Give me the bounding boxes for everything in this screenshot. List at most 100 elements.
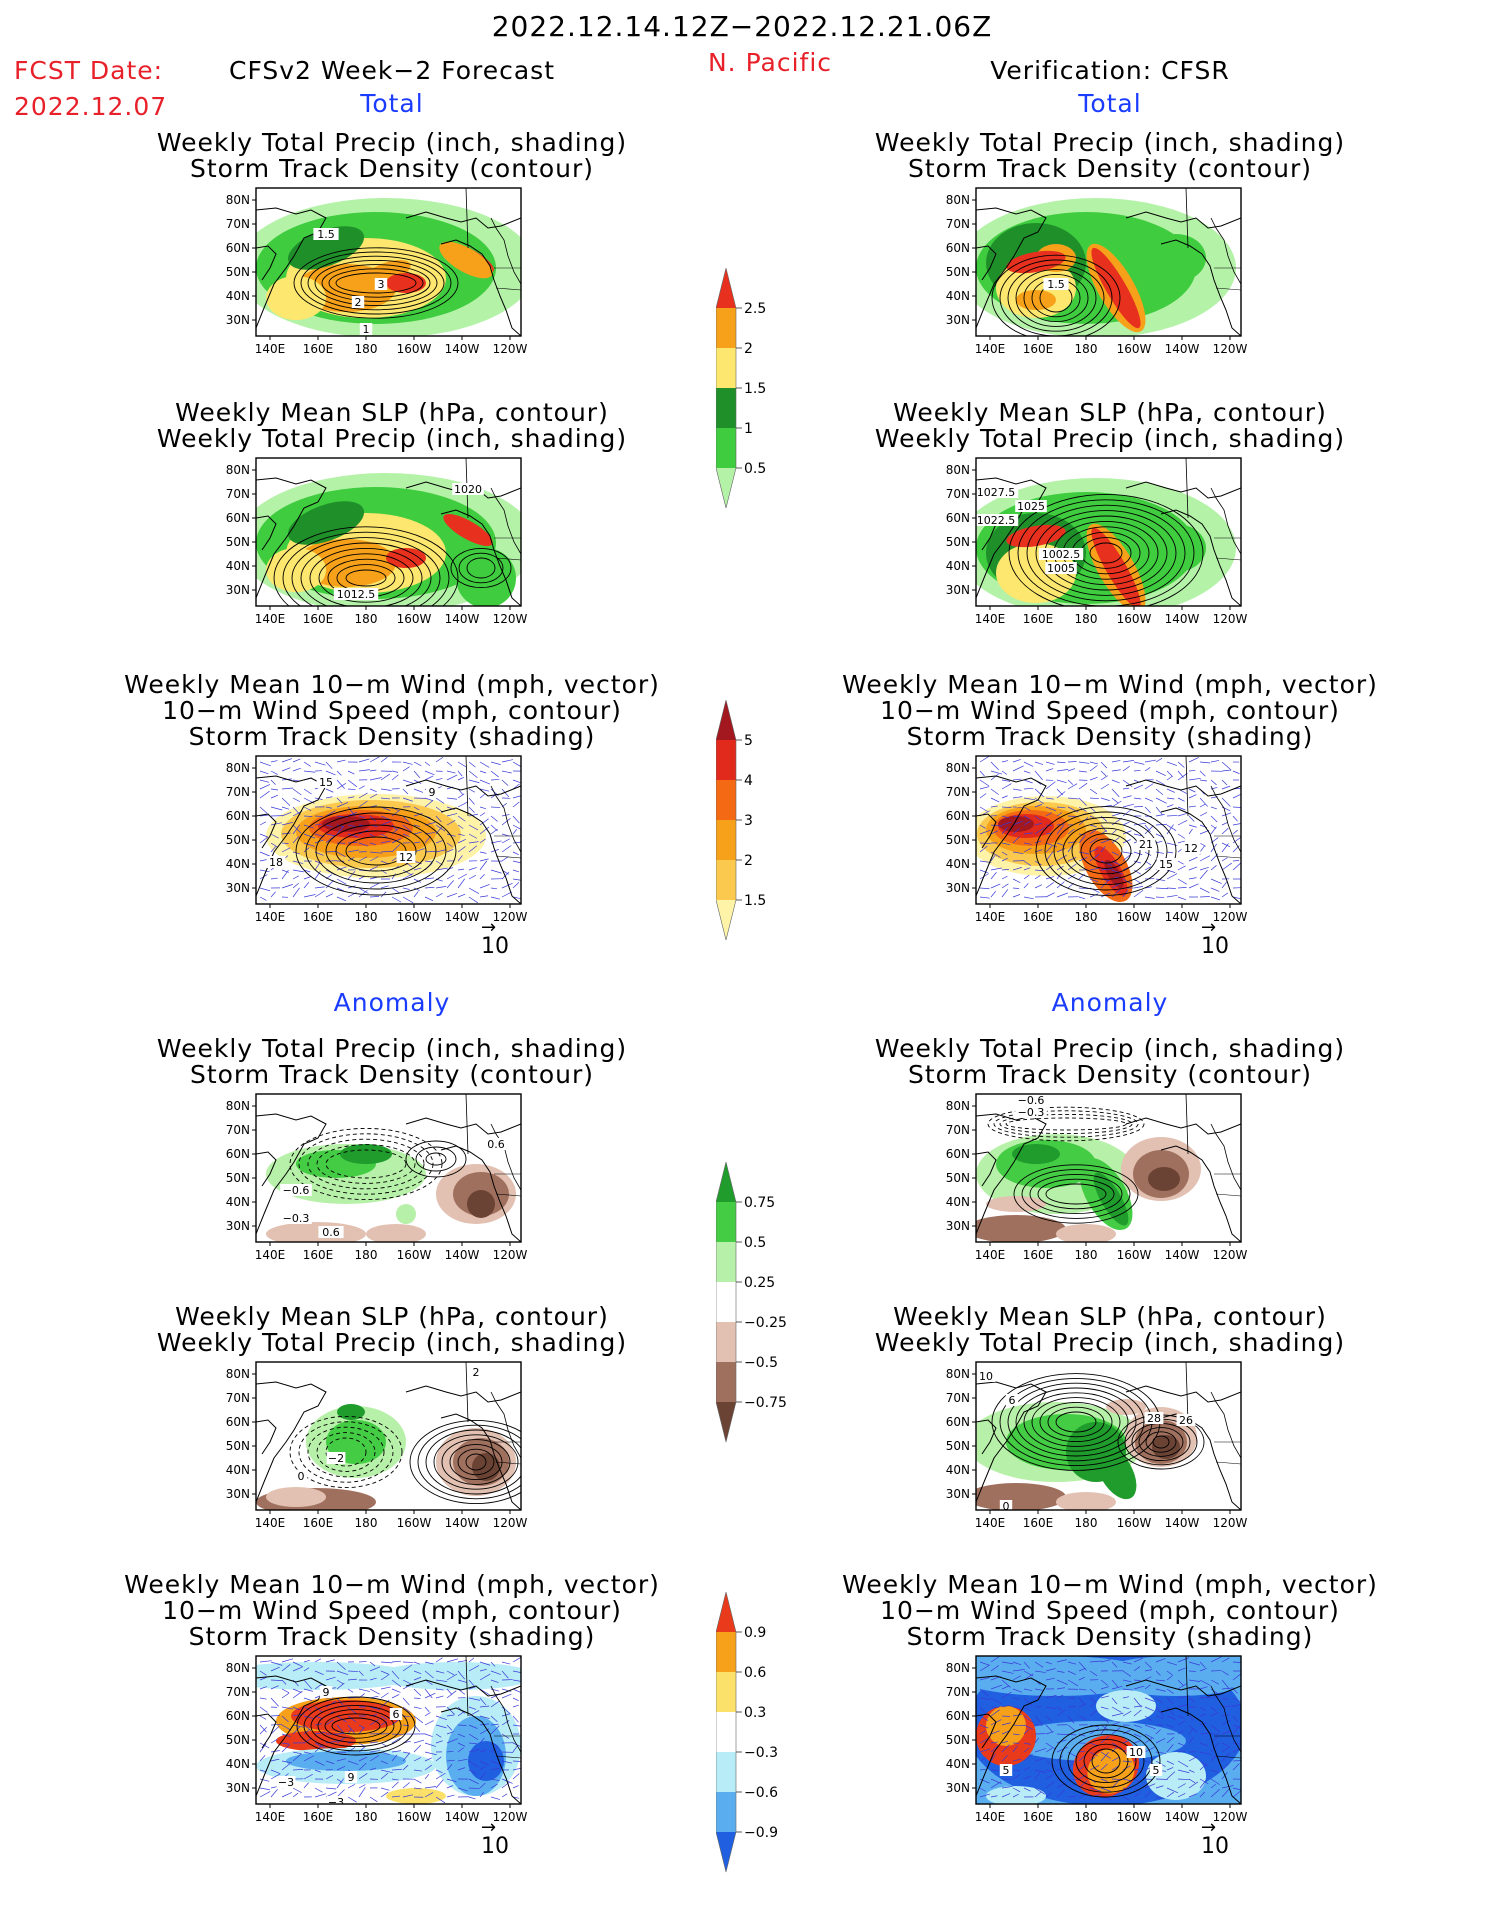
lon-tick-label: 160W (397, 612, 432, 626)
lon-tick-label: 160W (1117, 1516, 1152, 1530)
lon-tick-label: 160W (1117, 910, 1152, 924)
lon-tick-label: 160E (1023, 1516, 1054, 1530)
lat-tick-label: 70N (946, 217, 970, 231)
contour-label: 2 (355, 296, 362, 309)
colorbar-label: 0.3 (744, 1705, 766, 1721)
verification-title: Verification: CFSR (990, 56, 1230, 85)
lon-tick-label: 140E (975, 1810, 1006, 1824)
lat-tick-label: 40N (226, 1195, 250, 1209)
lon-tick-label: 160W (397, 1516, 432, 1530)
vector-reference: → 10 (481, 1817, 509, 1860)
lon-tick-label: 180 (355, 1810, 378, 1824)
lon-tick-label: 120W (1213, 342, 1248, 356)
panel-title-line: Weekly Mean 10−m Wind (mph, vector) (842, 670, 1378, 699)
lat-tick-label: 50N (946, 1171, 970, 1185)
lon-tick-label: 160E (303, 342, 334, 356)
contour-label: 1012.5 (337, 588, 376, 601)
fcst-date-value: 2022.12.07 (14, 92, 168, 121)
contour-label: 10 (979, 1370, 993, 1383)
map-canvas: 21 12 15 80N 70N 60N 50N 40N 30N 140E 160E 180 160W 1… (946, 755, 1248, 924)
lat-tick-label: 60N (226, 511, 250, 525)
fcst-date-label: FCST Date: (14, 56, 164, 85)
colorbar-label: 0.25 (744, 1275, 775, 1291)
lon-tick-label: 180 (1075, 1810, 1098, 1824)
lat-tick-label: 30N (946, 881, 970, 895)
ver-anomaly-section: Anomaly (1051, 988, 1169, 1017)
panel-title-line: Weekly Total Precip (inch, shading) (156, 1328, 628, 1357)
vector-reference-label: 10 (1201, 934, 1229, 959)
colorbar-label: −0.3 (744, 1745, 778, 1761)
lon-tick-label: 140E (975, 1248, 1006, 1262)
region-title: N. Pacific (707, 48, 833, 77)
panel-title-line: Storm Track Density (contour) (189, 1060, 595, 1089)
lon-tick-label: 140W (445, 910, 480, 924)
lat-tick-label: 50N (226, 1171, 250, 1185)
contour-label: 18 (269, 856, 283, 869)
contour-label: 10 (1129, 1746, 1143, 1759)
lat-tick-label: 40N (226, 559, 250, 573)
lat-tick-label: 80N (946, 761, 970, 775)
map-canvas: 9 6 9 −3 −3 80N 70N 60N 50N 40N 30N 140E 160E 180 160W… (226, 1655, 528, 1824)
lon-tick-label: 120W (493, 612, 528, 626)
lat-tick-label: 70N (946, 1123, 970, 1137)
lat-tick-label: 50N (946, 1733, 970, 1747)
lon-tick-label: 140E (255, 910, 286, 924)
lon-tick-label: 140E (255, 1810, 286, 1824)
lat-tick-label: 30N (946, 313, 970, 327)
lon-tick-label: 120W (1213, 1248, 1248, 1262)
lon-tick-label: 140W (1165, 1516, 1200, 1530)
colorbar-swatches: 0.75 0.5 0.25 −0.25 −0.5 −0.75 (715, 1161, 787, 1443)
panel-title-line: 10−m Wind Speed (mph, contour) (880, 696, 1340, 725)
lat-tick-label: 80N (226, 1099, 250, 1113)
colorbar-label: 2 (744, 341, 753, 357)
vector-reference-label: 10 (1201, 1834, 1229, 1859)
lat-tick-label: 50N (226, 535, 250, 549)
lat-tick-label: 30N (226, 1781, 250, 1795)
lon-tick-label: 120W (493, 1810, 528, 1824)
contour-label: 1005 (1047, 562, 1075, 575)
lon-tick-label: 140W (1165, 1810, 1200, 1824)
lon-tick-label: 180 (355, 342, 378, 356)
lat-tick-label: 30N (226, 1219, 250, 1233)
map-canvas: −0.6−0.3 80N 70N 60N 50N 40N 30N 140E 160E 180 160… (946, 1093, 1248, 1262)
lon-tick-label: 140W (1165, 612, 1200, 626)
lat-tick-label: 70N (946, 785, 970, 799)
lat-tick-label: 60N (226, 241, 250, 255)
map-canvas: 2 −2 0 80N 70N 60N 50N 40N 30N 140E 160E 180 160W 140… (226, 1361, 528, 1530)
contour-label: −3 (278, 1776, 294, 1789)
contour-label: 5 (1003, 1764, 1010, 1777)
lat-tick-label: 80N (226, 193, 250, 207)
ver-total-section: Total (1078, 89, 1142, 118)
contour-label: 0.6 (487, 1138, 505, 1151)
panel-title-line: Storm Track Density (contour) (907, 154, 1313, 183)
map-canvas: 10 5 5 80N 70N 60N 50N 40N 30N 140E 160E 180 160W 140… (946, 1655, 1248, 1824)
lon-tick-label: 160E (303, 1248, 334, 1262)
contour-label: 1025 (1017, 500, 1045, 513)
lon-tick-label: 180 (1075, 342, 1098, 356)
colorbar-label: 3 (744, 813, 753, 829)
panel-title-line: Weekly Total Precip (inch, shading) (156, 1034, 628, 1063)
contour-label: 12 (1184, 842, 1198, 855)
contour-label: −0.3 (283, 1212, 310, 1225)
contour-label: 9 (429, 786, 436, 799)
lat-tick-label: 80N (946, 463, 970, 477)
lat-tick-label: 30N (226, 1487, 250, 1501)
contour-label: 6 (1009, 1394, 1016, 1407)
contour-label: 1027.5 (977, 486, 1016, 499)
lon-tick-label: 140W (1165, 910, 1200, 924)
contour-label: 0.6 (322, 1226, 340, 1239)
colorbar-label: 1 (744, 421, 753, 437)
lon-tick-label: 140E (975, 612, 1006, 626)
lon-tick-label: 180 (355, 612, 378, 626)
map-canvas: 10 6 28 26 0 80N 70N 60N 50N 40N 30N 140E 160E 180 160… (946, 1361, 1248, 1530)
lon-tick-label: 140E (255, 1516, 286, 1530)
panel-title-line: Weekly Total Precip (inch, shading) (874, 424, 1346, 453)
contour-label: 12 (399, 851, 413, 864)
contour-label: 9 (348, 1771, 355, 1784)
lon-tick-label: 120W (1213, 1516, 1248, 1530)
lat-tick-label: 30N (946, 1487, 970, 1501)
lon-tick-label: 160E (1023, 910, 1054, 924)
contour-label: 1022.5 (977, 514, 1016, 527)
lat-tick-label: 60N (946, 1415, 970, 1429)
lon-tick-label: 140W (445, 1516, 480, 1530)
